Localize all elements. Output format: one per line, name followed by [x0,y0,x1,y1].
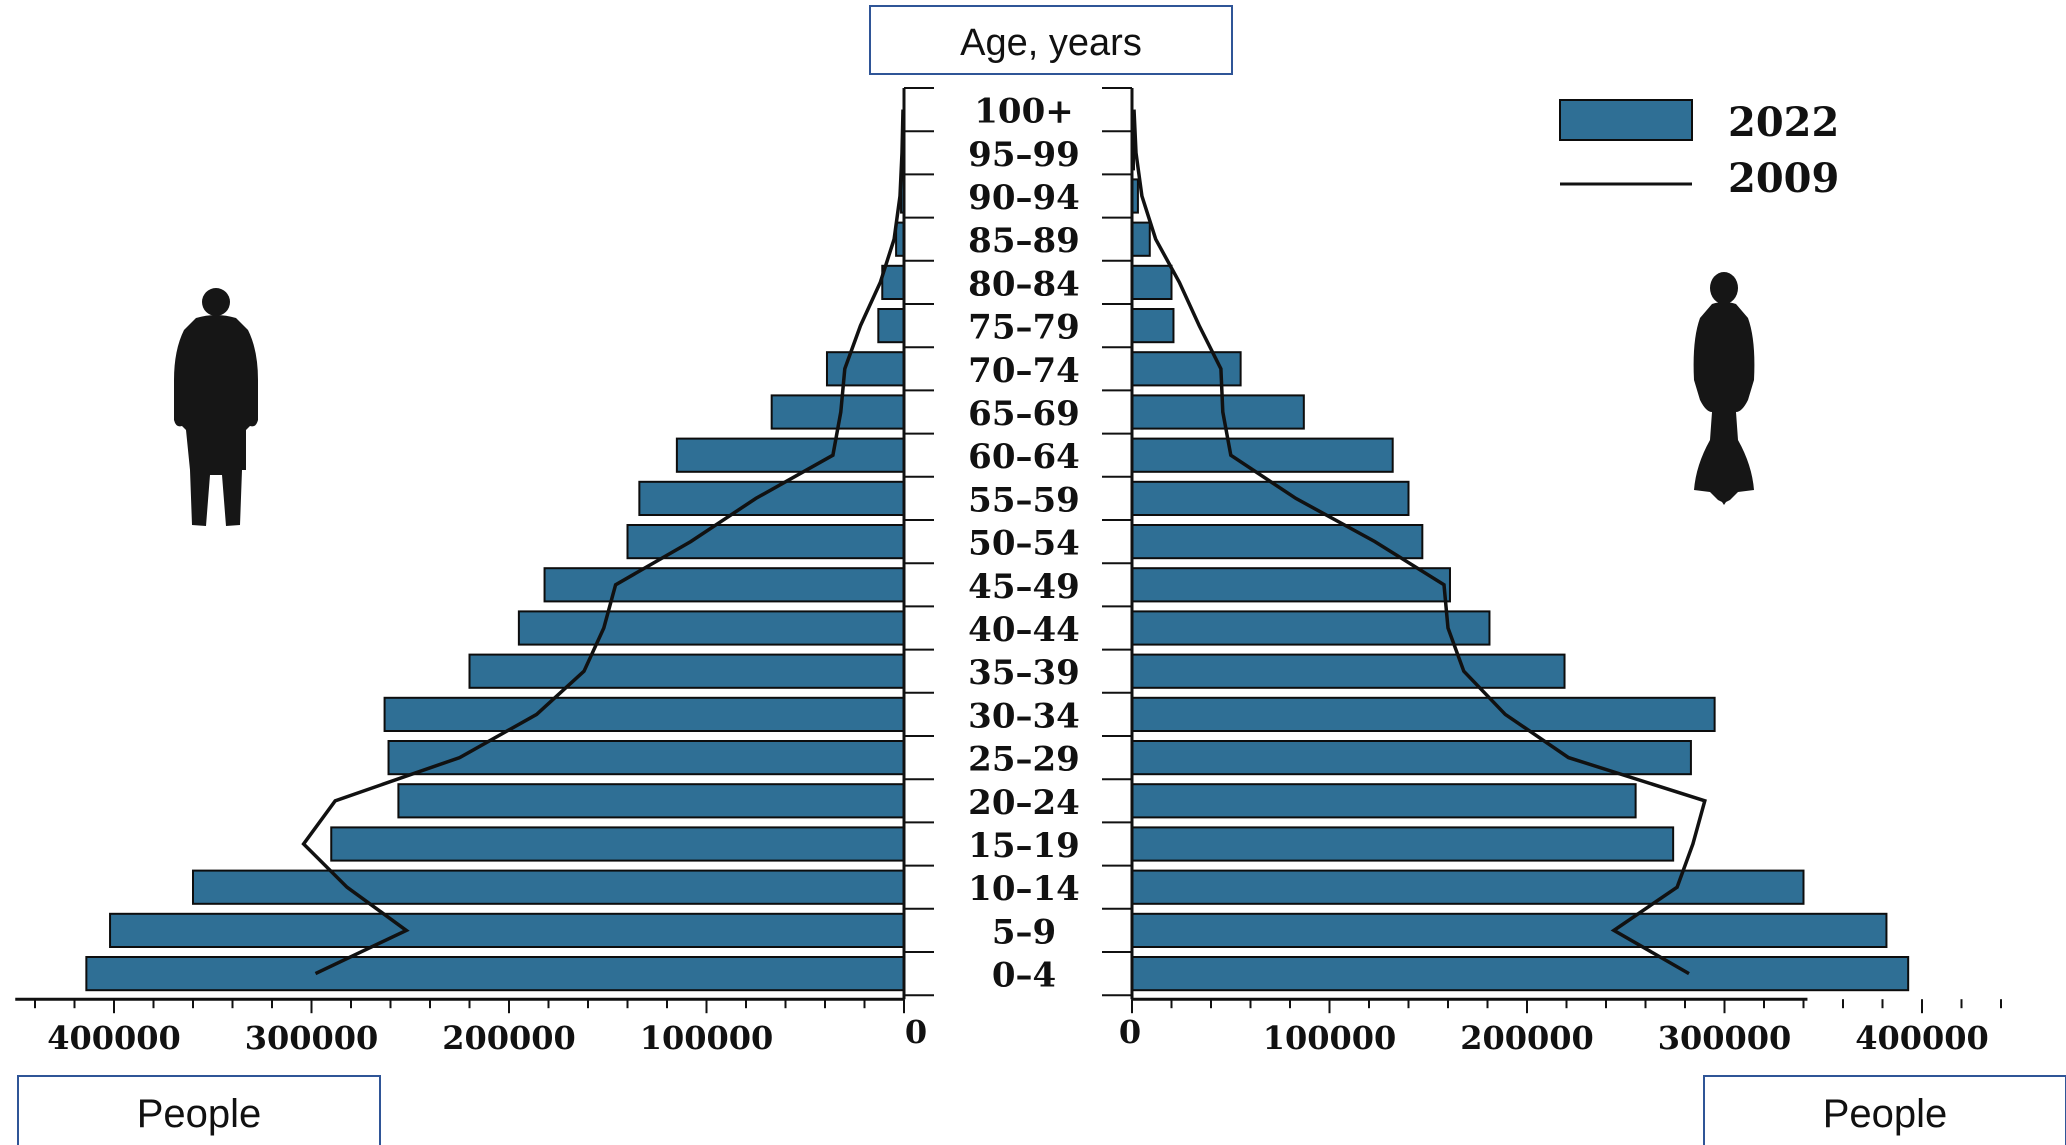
age-label: 80–84 [968,264,1080,304]
age-label: 15–19 [968,826,1080,866]
age-labels: 0–45–910–1415–1920–2425–2930–3435–3940–4… [968,92,1080,996]
age-label: 0–4 [992,956,1056,996]
axes [15,87,2002,1014]
male-figure-icon [174,288,258,526]
female-figure-icon [1693,272,1755,505]
legend-label-2022: 2022 [1728,99,1839,146]
bar-male-5-9 [109,912,906,948]
bar-female-55-59 [1131,480,1410,516]
x-tick-label-left: 100000 [640,1019,774,1057]
bar-male-25-29 [387,740,905,776]
age-label: 35–39 [968,653,1080,693]
legend-swatch-2022 [1559,99,1693,141]
age-label: 45–49 [968,567,1080,607]
bar-female-65-69 [1131,394,1305,430]
series-2009-lines [301,109,1707,976]
center-axis-label: Age, years [960,22,1142,64]
left-axis-label-box: People [17,1075,381,1145]
age-label: 5–9 [992,912,1056,952]
bar-female-20-24 [1131,783,1637,819]
bar-male-70-74 [825,351,905,387]
x-tick-label-right: 400000 [1855,1019,1989,1057]
bar-female-70-74 [1131,351,1242,387]
center-axis-label-box: Age, years [869,5,1233,75]
legend-label-2009: 2009 [1728,155,1839,202]
x-tick-label-right: 0 [1119,1013,1141,1051]
age-label: 40–44 [968,610,1080,650]
bar-male-60-64 [675,437,905,473]
male-bars [85,92,906,992]
bar-male-40-44 [517,610,905,646]
x-tick-label-right: 100000 [1263,1019,1397,1057]
x-tick-label-left: 300000 [245,1019,379,1057]
age-label: 20–24 [968,783,1080,823]
x-tick-label-right: 300000 [1658,1019,1792,1057]
bar-female-35-39 [1131,653,1566,689]
right-axis-label-box: People [1703,1075,2066,1145]
bar-male-55-59 [638,480,905,516]
bar-female-45-49 [1131,567,1451,603]
age-label: 10–14 [968,869,1080,909]
age-label: 65–69 [968,394,1080,434]
age-label: 100+ [974,92,1073,132]
x-tick-labels: 400000 300000 200000 100000 0 0 100000 200000 30… [47,1013,1989,1057]
age-label: 75–79 [968,308,1080,348]
bar-female-0-4 [1131,956,1910,992]
age-label: 60–64 [968,437,1080,477]
bar-male-75-79 [877,308,906,344]
bar-male-20-24 [397,783,905,819]
bar-female-30-34 [1131,696,1716,732]
age-label: 95–99 [968,135,1080,175]
x-tick-label-left: 0 [905,1013,927,1051]
bar-male-0-4 [85,956,906,992]
x-tick-label-right: 200000 [1460,1019,1594,1057]
age-label: 70–74 [968,351,1080,391]
right-axis-label: People [1823,1092,1948,1136]
bar-male-15-19 [330,826,905,862]
left-axis-label: People [137,1092,262,1136]
bar-female-80-84 [1131,264,1173,300]
bar-female-15-19 [1131,826,1675,862]
age-label: 25–29 [968,740,1080,780]
bar-female-75-79 [1131,308,1175,344]
age-label: 50–54 [968,524,1080,564]
age-label: 90–94 [968,178,1080,218]
age-label: 85–89 [968,221,1080,261]
line-2009-female [1132,109,1707,976]
bar-female-40-44 [1131,610,1491,646]
bar-male-30-34 [383,696,905,732]
bar-female-60-64 [1131,437,1394,473]
female-bars [1131,92,1910,992]
bar-female-5-9 [1131,912,1888,948]
bar-male-35-39 [468,653,905,689]
age-label: 55–59 [968,480,1080,520]
age-label: 30–34 [968,696,1080,736]
legend: 2022 2009 [1559,99,1839,202]
bar-female-50-54 [1131,524,1424,560]
bar-male-10-14 [192,869,905,905]
bar-female-85-89 [1131,221,1151,257]
x-tick-label-left: 400000 [47,1019,181,1057]
x-tick-label-left: 200000 [442,1019,576,1057]
bar-female-10-14 [1131,869,1805,905]
bar-male-45-49 [543,567,905,603]
line-2009-male [301,109,905,976]
